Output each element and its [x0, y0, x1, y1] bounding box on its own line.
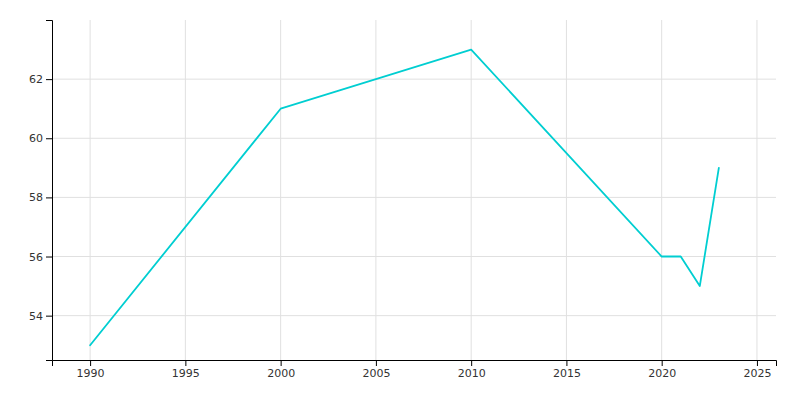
grid-line-x	[280, 20, 281, 360]
y-tick: 58	[29, 191, 52, 204]
x-tick-mark	[90, 360, 91, 366]
x-tick: 2020	[648, 360, 676, 380]
y-axis-line	[46, 21, 53, 361]
data-line	[90, 50, 719, 346]
y-tick-mark	[46, 197, 52, 198]
grid-line-x	[90, 20, 91, 360]
y-tick-label: 62	[29, 73, 43, 86]
grid-line-x	[661, 20, 662, 360]
x-tick-mark	[757, 360, 758, 366]
y-tick: 60	[29, 132, 52, 145]
x-tick-label: 2025	[743, 367, 771, 380]
grid-line-y	[52, 315, 776, 316]
x-tick-mark	[662, 360, 663, 366]
x-tick-label: 2010	[458, 367, 486, 380]
y-axis: 54 56 58 60 62	[29, 21, 53, 361]
x-tick: 2025	[743, 360, 771, 380]
x-axis-line	[53, 361, 777, 367]
x-tick-mark	[471, 360, 472, 366]
y-tick-mark	[46, 138, 52, 139]
y-tick-label: 60	[29, 132, 43, 145]
x-tick-mark	[281, 360, 282, 366]
grid	[52, 20, 776, 360]
grid-line-x	[375, 20, 376, 360]
grid-line-x	[185, 20, 186, 360]
y-tick: 62	[29, 73, 52, 86]
x-tick-label: 2005	[362, 367, 390, 380]
chart-container: 1990 1995 2000 2005 2010 2015 2020 2025 54 56 58 60…	[0, 0, 800, 400]
x-tick: 2005	[362, 360, 390, 380]
x-tick-mark	[376, 360, 377, 366]
data-marks	[90, 50, 719, 346]
plot-area: 1990 1995 2000 2005 2010 2015 2020 2025 54 56 58 60…	[29, 20, 777, 380]
x-tick-label: 1990	[77, 367, 105, 380]
y-tick-label: 56	[29, 251, 43, 264]
y-tick: 54	[29, 310, 52, 323]
x-tick: 1990	[77, 360, 105, 380]
grid-line-y	[52, 138, 776, 139]
x-axis: 1990 1995 2000 2005 2010 2015 2020 2025	[53, 360, 777, 380]
chart-svg: 1990 1995 2000 2005 2010 2015 2020 2025 54 56 58 60…	[0, 0, 800, 400]
grid-line-y	[52, 79, 776, 80]
y-tick-label: 58	[29, 191, 43, 204]
y-tick-mark	[46, 79, 52, 80]
y-tick: 56	[29, 251, 52, 264]
x-tick: 1995	[172, 360, 200, 380]
x-tick-mark	[566, 360, 567, 366]
grid-line-x	[471, 20, 472, 360]
x-tick-label: 2015	[553, 367, 581, 380]
grid-line-y	[52, 197, 776, 198]
x-tick-label: 1995	[172, 367, 200, 380]
y-tick-label: 54	[29, 310, 43, 323]
grid-line-x	[566, 20, 567, 360]
y-tick-mark	[46, 257, 52, 258]
x-tick: 2000	[267, 360, 295, 380]
grid-line-x	[756, 20, 757, 360]
x-tick: 2015	[553, 360, 581, 380]
x-tick-mark	[185, 360, 186, 366]
x-tick-label: 2020	[648, 367, 676, 380]
y-tick-mark	[46, 316, 52, 317]
x-tick-label: 2000	[267, 367, 295, 380]
x-tick: 2010	[458, 360, 486, 380]
